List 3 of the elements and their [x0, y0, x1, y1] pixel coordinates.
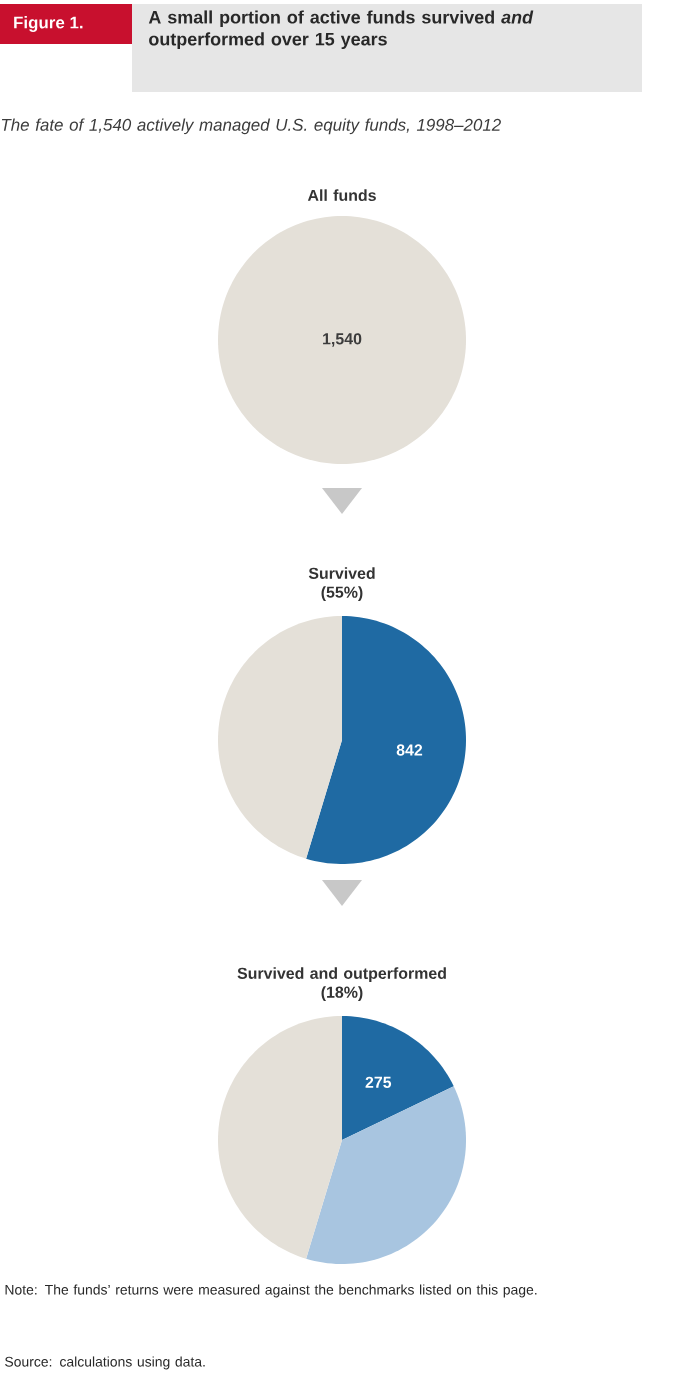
caption: Figure 1. — [14, 16, 83, 32]
text: A small portion of active funds survived and outperformed over 15 years — [148, 10, 534, 50]
text: The fate of 1,540 actively managed U.S. equity funds, 1998–2012 — [1, 118, 501, 135]
